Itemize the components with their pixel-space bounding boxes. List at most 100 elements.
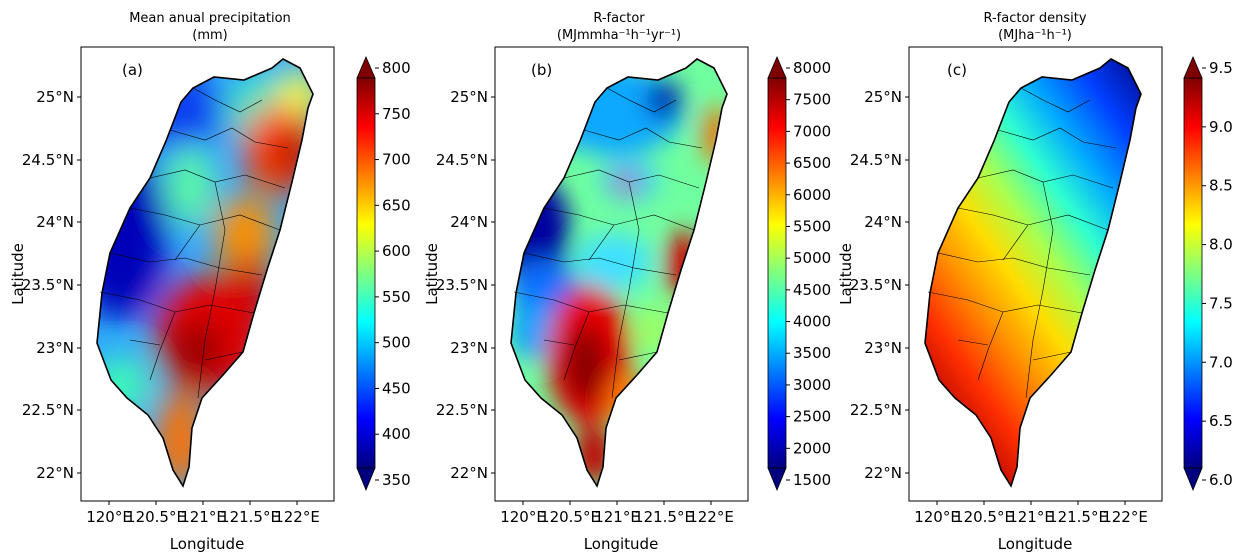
x-axis-label: Longitude [584, 535, 659, 552]
y-tick-label: 25°N [864, 88, 902, 106]
axis-ticks-layer: 120°E120.5°E121°E121.5°E122°E25°N24.5°N2… [9, 88, 1148, 552]
panel-a: Mean anual precipitation (mm) [80, 11, 411, 502]
colorbar-tick-label: 400 [382, 425, 411, 443]
x-tick-label: 121°E [180, 508, 226, 526]
panel-b: R-factor (MJmmha⁻¹h⁻¹yr⁻¹) [494, 11, 831, 502]
x-tick-label: 120°E [914, 508, 960, 526]
y-tick-label: 23°N [864, 339, 902, 357]
colorbar-tick-label: 4500 [793, 281, 831, 299]
y-tick-label: 23.5°N [850, 276, 902, 294]
panel-a-coastline [96, 58, 314, 488]
x-tick-label: 121.5°E [220, 508, 280, 526]
y-tick-label: 24.5°N [22, 151, 74, 169]
x-axis-label: Longitude [998, 535, 1073, 552]
colorbar-tick-label: 800 [382, 59, 411, 77]
y-tick-label: 22°N [864, 464, 902, 482]
y-tick-label: 22°N [450, 464, 488, 482]
colorbar-tick-label: 7000 [793, 122, 831, 140]
colorbar-tick-label: 8.5 [1209, 177, 1233, 195]
panel-a-title: Mean anual precipitation [129, 11, 291, 26]
colorbar-tick-label: 8.0 [1209, 236, 1233, 254]
x-tick-label: 120°E [500, 508, 546, 526]
panel-c-colorbar: 9.5 9.0 8.5 8.0 7.5 7.0 6.5 6.0 [1183, 55, 1233, 492]
colorbar-tick-label: 450 [382, 379, 411, 397]
x-tick-label: 122°E [274, 508, 320, 526]
x-tick-label: 121.5°E [1048, 508, 1108, 526]
panel-a-county-borders [99, 87, 289, 399]
colorbar-tick-label: 700 [382, 151, 411, 169]
y-tick-label: 24°N [36, 213, 74, 231]
colorbar-tick-label: 4000 [793, 313, 831, 331]
panel-a-colorbar: 800 750 700 650 600 550 500 450 400 350 [356, 55, 411, 492]
y-tick-label: 22.5°N [436, 401, 488, 419]
panel-c-label: (c) [947, 61, 967, 79]
y-axis-label: Latitude [9, 243, 27, 305]
panel-a-label: (a) [122, 61, 143, 79]
panel-c-county-borders [927, 87, 1117, 399]
panel-b-units: (MJmmha⁻¹h⁻¹yr⁻¹) [557, 28, 681, 43]
y-tick-label: 22.5°N [850, 401, 902, 419]
x-tick-label: 121°E [594, 508, 640, 526]
colorbar-tick-label: 7500 [793, 91, 831, 109]
colorbar-tick-label: 5500 [793, 217, 831, 235]
x-tick-label: 120°E [86, 508, 132, 526]
panel-b-label: (b) [531, 61, 552, 79]
y-tick-label: 24°N [864, 213, 902, 231]
x-tick-label: 120.5°E [540, 508, 600, 526]
y-tick-label: 24°N [450, 213, 488, 231]
y-tick-label: 23.5°N [22, 276, 74, 294]
panel-b-colorbar: 8000 7500 7000 6500 6000 5500 5000 4500 4000 3500… [767, 55, 831, 492]
colorbar-tick-label: 8000 [793, 59, 831, 77]
colorbar-tick-label: 550 [382, 288, 411, 306]
colorbar-tick-label: 5000 [793, 249, 831, 267]
colorbar-tick-label: 750 [382, 105, 411, 123]
colorbar-tick-label: 9.0 [1209, 118, 1233, 136]
panel-b-coastline [510, 58, 728, 488]
y-tick-label: 23°N [36, 339, 74, 357]
colorbar-tick-label: 350 [382, 471, 411, 489]
x-tick-label: 122°E [688, 508, 734, 526]
panel-b-title: R-factor [593, 11, 645, 26]
colorbar-tick-label: 3000 [793, 376, 831, 394]
panel-b-county-borders [513, 87, 703, 399]
panel-c: R-factor density (MJha⁻¹h⁻¹) (c) 9.5 9.0 8… [908, 11, 1233, 502]
y-tick-label: 25°N [450, 88, 488, 106]
colorbar-tick-label: 3500 [793, 344, 831, 362]
x-tick-label: 122°E [1102, 508, 1148, 526]
colorbar-tick-label: 2000 [793, 439, 831, 457]
y-axis-label: Latitude [423, 243, 441, 305]
colorbar-tick-label: 9.5 [1209, 59, 1233, 77]
colorbar-tick-label: 1500 [793, 471, 831, 489]
y-axis-label: Latitude [837, 243, 855, 305]
x-tick-label: 120.5°E [126, 508, 186, 526]
x-tick-label: 120.5°E [954, 508, 1014, 526]
y-tick-label: 22.5°N [22, 401, 74, 419]
colorbar-tick-label: 500 [382, 334, 411, 352]
y-tick-label: 24.5°N [850, 151, 902, 169]
y-tick-label: 23.5°N [436, 276, 488, 294]
y-tick-label: 22°N [36, 464, 74, 482]
y-tick-label: 23°N [450, 339, 488, 357]
colorbar-tick-label: 6.0 [1209, 471, 1233, 489]
colorbar-tick-label: 7.0 [1209, 353, 1233, 371]
panel-c-title: R-factor density [983, 11, 1086, 26]
x-tick-label: 121.5°E [634, 508, 694, 526]
colorbar-tick-label: 650 [382, 196, 411, 214]
colorbar-tick-label: 6000 [793, 186, 831, 204]
colorbar-tick-label: 6500 [793, 154, 831, 172]
panel-a-units: (mm) [192, 28, 227, 43]
colorbar-tick-label: 6.5 [1209, 412, 1233, 430]
x-tick-label: 121°E [1008, 508, 1054, 526]
x-axis-label: Longitude [170, 535, 245, 552]
colorbar-tick-label: 2500 [793, 408, 831, 426]
panel-c-coastline [924, 58, 1142, 488]
colorbar-tick-label: 7.5 [1209, 294, 1233, 312]
colorbar-tick-label: 600 [382, 242, 411, 260]
y-tick-label: 24.5°N [436, 151, 488, 169]
y-tick-label: 25°N [36, 88, 74, 106]
panel-c-units: (MJha⁻¹h⁻¹) [998, 28, 1072, 43]
